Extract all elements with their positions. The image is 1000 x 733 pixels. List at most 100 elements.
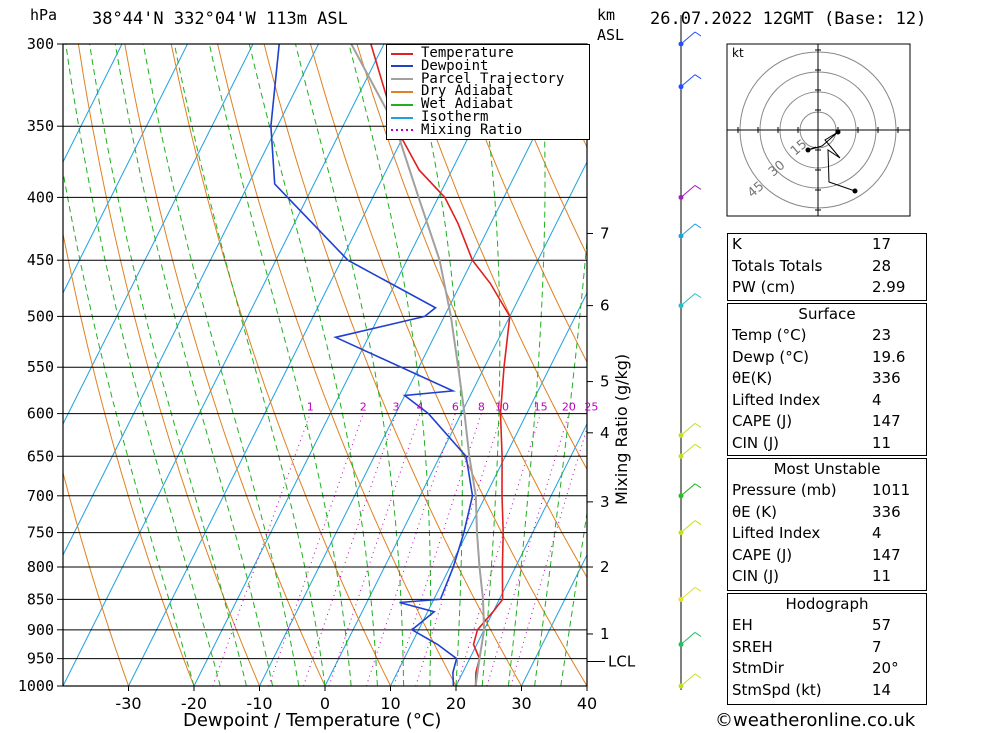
index-row: θE (K) 336 (728, 502, 926, 524)
mixing-ratio-label: 2 (360, 401, 367, 414)
wind-barb-flag (694, 632, 702, 637)
index-label: SREH (732, 637, 773, 656)
legend-item: Parcel Trajectory (391, 70, 565, 87)
index-value: 2.99 (872, 278, 906, 297)
wind-barb-flag (694, 223, 702, 229)
hodograph-unit: kt (732, 46, 744, 60)
hodograph-point (835, 129, 841, 135)
dry-adiabat-line (449, 44, 587, 364)
index-label: EH (732, 616, 753, 634)
index-label: K (732, 235, 742, 253)
copyright-footer: ©weatheronline.co.uk (715, 710, 916, 731)
x-tick-label: 10 (380, 694, 400, 713)
isotherm-line (193, 44, 516, 686)
x-tick-label: -30 (115, 694, 141, 713)
wind-barb (680, 520, 696, 533)
legend-item: Dewpoint (391, 57, 489, 74)
legend-label: Parcel Trajectory (421, 70, 565, 87)
dry-adiabat-line (495, 44, 587, 256)
index-row: Dewp (°C) 19.6 (728, 347, 926, 369)
pressure-tick-label: 650 (27, 447, 54, 465)
wind-point (678, 41, 684, 47)
index-row: CIN (J) 11 (728, 566, 926, 588)
hodograph-point (852, 188, 858, 194)
index-label: Pressure (mb) (732, 481, 837, 499)
wind-barb-flag (694, 184, 702, 190)
legend-label: Dewpoint (421, 57, 489, 74)
pressure-tick-label: 950 (27, 650, 54, 668)
index-row: Lifted Index 4 (728, 390, 926, 412)
index-value: 20° (872, 659, 899, 678)
index-label: Lifted Index (732, 524, 821, 543)
index-row: Lifted Index 4 (728, 523, 926, 545)
wind-barb (680, 31, 696, 45)
index-label: Dewp (°C) (732, 347, 810, 366)
wind-barb (680, 223, 696, 237)
wind-point (678, 233, 684, 239)
mixing-ratio-label: 20 (562, 401, 576, 414)
index-row: Temp (°C) 23 (728, 325, 926, 347)
dry-adiabat-line (402, 44, 587, 471)
hodograph-stats-title: Hodograph (785, 595, 869, 613)
wind-point (678, 432, 684, 438)
wet-adiabat-line (114, 44, 274, 686)
dry-adiabat-line (77, 44, 260, 686)
wet-adiabat-line (348, 44, 432, 686)
wind-point (678, 453, 684, 459)
index-value: 19.6 (872, 347, 906, 366)
legend-swatch (391, 78, 413, 81)
x-tick-label: 0 (320, 694, 330, 713)
dry-adiabat-line (63, 470, 129, 686)
index-label: CIN (J) (732, 433, 780, 452)
mixing-ratio-axis-label: Mixing Ratio (g/kg) (612, 353, 631, 505)
pressure-tick-label: 500 (27, 307, 54, 325)
mixing-ratio-label: 15 (534, 401, 548, 414)
index-value: 17 (872, 235, 892, 253)
index-value: 336 (872, 369, 901, 388)
pressure-tick-label: 700 (27, 487, 54, 505)
pressure-tick-label: 300 (27, 35, 54, 53)
isotherm-line (63, 44, 123, 164)
datetime-title: 26.07.2022 12GMT (Base: 12) (650, 9, 927, 29)
wind-point (678, 683, 684, 689)
wind-barb (680, 483, 696, 497)
isotherm-line (521, 553, 587, 686)
index-row: StmSpd (kt) 14 (728, 680, 926, 702)
wet-adiabat-line (534, 235, 587, 686)
mixing-ratio-line (212, 413, 311, 686)
location-title: 38°44'N 332°04'W 113m ASL (92, 9, 348, 29)
index-value: 23 (872, 326, 892, 344)
lcl-label: LCL (608, 652, 636, 670)
legend-label: Isotherm (421, 109, 489, 125)
most-unstable-title: Most Unstable (773, 460, 881, 478)
index-value: 28 (872, 256, 892, 275)
km-tick-label: 2 (600, 558, 610, 576)
legend-swatch (391, 129, 413, 132)
legend-swatch (391, 65, 413, 68)
asl-label: ASL (597, 26, 625, 44)
index-value: 4 (872, 390, 882, 409)
legend-swatch (391, 90, 413, 93)
index-label: θE (K) (732, 502, 777, 521)
index-row: EH 57 (728, 615, 926, 637)
km-tick-label: 7 (600, 224, 610, 242)
pressure-tick-label: 450 (27, 251, 54, 269)
mixing-ratio-line (303, 413, 397, 686)
x-tick-label: 20 (446, 694, 466, 713)
x-tick-label: 40 (577, 694, 597, 713)
indices-box: K 17 Totals Totals 28 PW (cm) 2.99 (727, 233, 927, 301)
index-row: Pressure (mb) 1011 (728, 480, 926, 502)
wet-adiabat-line (475, 44, 501, 686)
mixing-ratio-label: 8 (478, 401, 485, 414)
km-tick-label: 1 (600, 625, 610, 643)
wind-barb (680, 293, 696, 306)
dry-adiabat-line (170, 44, 391, 686)
legend: Temperature Dewpoint Parcel Trajectory Dry … (386, 44, 590, 140)
index-label: θE(K) (732, 369, 773, 388)
wet-adiabat-line (208, 44, 352, 686)
wet-adiabat-line (507, 44, 546, 686)
isotherm-line (390, 291, 587, 686)
dry-adiabat-line (310, 44, 587, 686)
index-label: Totals Totals (732, 256, 823, 275)
legend-item: Temperature (391, 46, 514, 60)
